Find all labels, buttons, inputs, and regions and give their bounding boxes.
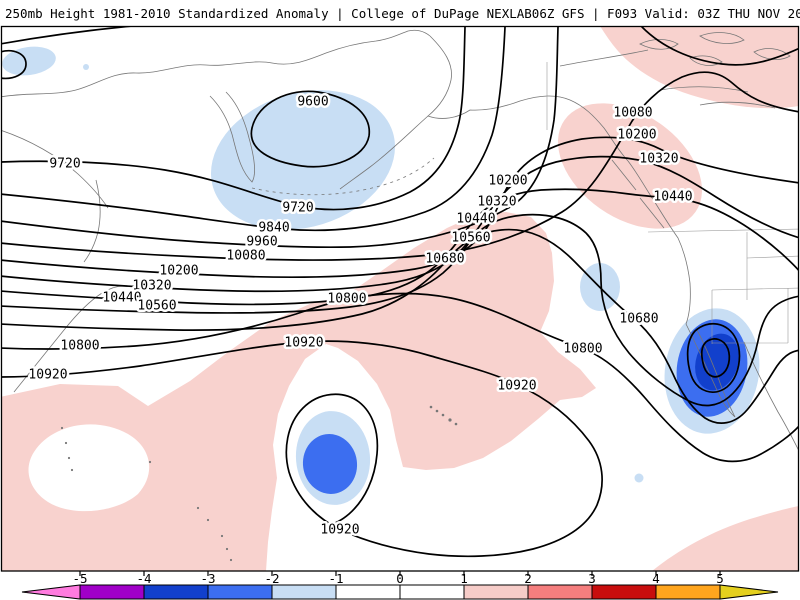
contour-label-10920: 10920 (284, 336, 323, 351)
contour-baja-inner-2 (700, 338, 731, 378)
coast-arctic-island-3 (753, 48, 791, 60)
contour-9720 (1, 26, 466, 211)
hawaii-islands (429, 405, 458, 426)
contour-arctic (641, 26, 799, 66)
contour-9840 (1, 26, 506, 232)
colorbar-tick-label--3: -3 (200, 571, 215, 586)
contour-label-10920: 10920 (497, 379, 536, 394)
coast-baja (685, 323, 736, 418)
pink-region-central-pacific (1, 212, 596, 571)
contour-label-10440: 10440 (102, 291, 141, 306)
contour-10080 (1, 71, 799, 261)
title-right: 06Z GFS | F093 Valid: 03Z THU NOV 20 202… (531, 5, 800, 21)
contour-label-10800: 10800 (60, 339, 99, 354)
contour-label-9720: 9720 (49, 157, 80, 172)
title-left: 250mb Height 1981-2010 Standardized Anom… (5, 5, 532, 21)
colorbar-segment-2 (207, 584, 273, 600)
coast-arctic-1 (559, 49, 649, 67)
contour-9960 (1, 26, 559, 249)
coast-arctic-island-1 (639, 39, 679, 50)
contour-label-9720: 9720 (282, 201, 313, 216)
colorbar-tick-label-2: 2 (524, 571, 532, 586)
coast-siberia (1, 29, 431, 98)
blue-region-top-left (2, 46, 56, 76)
contour-label-10800: 10800 (327, 292, 366, 307)
contour-label-10560: 10560 (451, 231, 490, 246)
coast-japan (13, 285, 125, 393)
contour-label-9600: 9600 (297, 95, 328, 110)
contour-10320 (1, 155, 799, 293)
contour-label-10200: 10200 (617, 128, 656, 143)
coast-arctic-island-4 (689, 55, 723, 66)
map-frame (0, 25, 800, 572)
coast-west-north-america (627, 160, 691, 325)
colorbar-tick-label-4: 4 (652, 571, 660, 586)
contour-9480 (1, 26, 133, 45)
contour-label-9840: 9840 (258, 221, 289, 236)
colorbar-segment-7 (527, 584, 593, 600)
anomaly-colorbar: -5 -4 -3 -2 -1 0 1 2 3 4 5 (21, 571, 779, 600)
contour-10800 (1, 292, 799, 463)
colorbar-arrow-right (719, 584, 779, 600)
colorbar-segment-9 (655, 584, 721, 600)
coast-alaska (427, 35, 629, 162)
contour-label-10920: 10920 (28, 368, 67, 383)
contour-corner-loop (1, 49, 27, 80)
coast-bc-islands (611, 159, 665, 229)
contour-label-10800: 10800 (563, 342, 602, 357)
title-bar: 250mb Height 1981-2010 Standardized Anom… (0, 0, 800, 26)
colorbar-segment-3 (271, 584, 337, 600)
contour-label-10680: 10680 (425, 252, 464, 267)
colorbar-tick-label--4: -4 (136, 571, 151, 586)
contour-label-10200: 10200 (488, 174, 527, 189)
coastlines (1, 29, 799, 562)
contour-label-10080: 10080 (226, 249, 265, 264)
colorbar-segment-6 (463, 584, 529, 600)
coast-alaska-peninsula (339, 115, 429, 190)
contour-label-10200: 10200 (159, 264, 198, 279)
colorbar-tick-label--5: -5 (72, 571, 87, 586)
contour-label-10680: 10680 (619, 312, 658, 327)
colorbar-tick-label--1: -1 (328, 571, 343, 586)
colorbar-tick-label-3: 3 (588, 571, 596, 586)
contour-label-10920: 10920 (320, 523, 359, 538)
blue-region-south-pacific-inner (302, 434, 358, 494)
contour-10440 (1, 188, 799, 306)
blue-speck (83, 64, 89, 70)
contour-label-layer: 9600972097209840996010080100801020010200… (26, 92, 695, 540)
coast-kamchatka (209, 91, 255, 183)
coast-arctic-island-2 (699, 32, 745, 44)
pink-region-bottom-right (652, 506, 799, 571)
colorbar-tick-label-5: 5 (716, 571, 724, 586)
colorbar-segment-5 (399, 584, 465, 600)
pink-region-bc-ridge (557, 103, 703, 229)
blue-dot (634, 473, 644, 483)
island-specks (60, 426, 233, 562)
colorbar-segment-8 (591, 584, 657, 600)
contour-label-10560: 10560 (137, 299, 176, 314)
contour-label-9960: 9960 (246, 235, 277, 250)
contour-10920 (1, 340, 603, 558)
pink-region-arctic-canada (600, 26, 799, 109)
contour-label-10440: 10440 (653, 190, 692, 205)
contour-label-10440: 10440 (456, 212, 495, 227)
colorbar-segment-1 (143, 584, 209, 600)
coast-arctic-lakes (659, 86, 776, 109)
colorbar-segment-4 (335, 584, 401, 600)
height-contours (1, 26, 799, 558)
contour-label-10320: 10320 (639, 152, 678, 167)
contour-label-10080: 10080 (613, 106, 652, 121)
contour-baja-inner-1 (686, 322, 741, 393)
colorbar-arrow-left (21, 584, 81, 600)
contour-label-10320: 10320 (477, 195, 516, 210)
contour-label-10320: 10320 (132, 279, 171, 294)
colorbar-tick-label--2: -2 (264, 571, 279, 586)
colorbar-tick-label-0: 0 (396, 571, 404, 586)
colorbar-segment-0 (79, 584, 145, 600)
colorbar-tick-label-1: 1 (460, 571, 468, 586)
contour-9600 (250, 90, 371, 168)
contour-10560 (1, 213, 799, 407)
